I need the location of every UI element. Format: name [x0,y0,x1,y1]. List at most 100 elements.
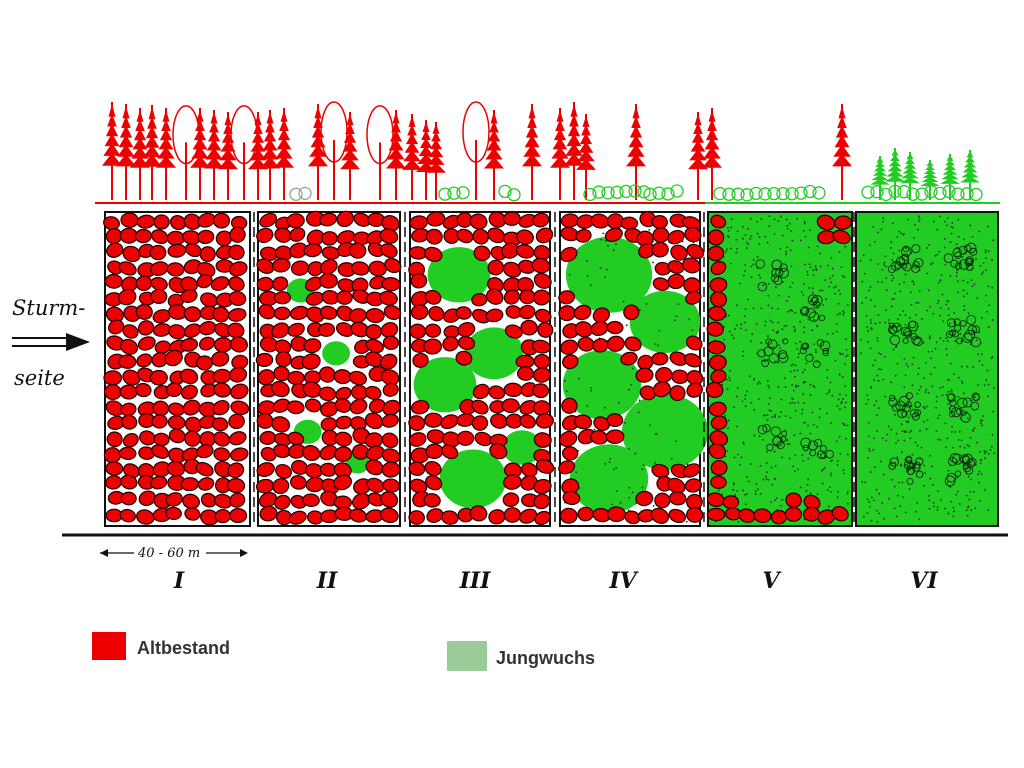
stipple-dot [987,326,990,329]
stipple-dot [907,416,910,419]
stipple-dot [881,437,884,440]
stipple-dot [742,274,745,277]
young-tree-crown [964,466,974,475]
stipple-dot [801,412,803,415]
stipple-dot [843,424,846,427]
stipple-dot [780,398,783,401]
old-tree-crown [669,491,687,506]
old-tree-crown [623,304,640,321]
stipple-dot [914,441,917,444]
stipple-dot [723,325,725,328]
stipple-dot [760,218,763,220]
old-tree-crown [518,304,536,320]
stipple-dot [792,389,795,392]
tree-tier [265,120,275,133]
stipple-dot [809,300,812,303]
young-tree-crown [903,460,914,470]
old-tree-crown [515,354,535,369]
stipple-dot [788,443,791,445]
tree-tier [629,125,643,138]
stipple-dot [907,421,909,424]
bush-puff [592,185,606,199]
plan-strip-2 [255,210,402,527]
stipple-dot [877,379,880,382]
tree-tier [220,140,236,152]
stipple-dot [730,218,733,220]
stipple-dot [972,429,975,432]
stipple-dot [917,301,920,304]
stipple-dot [830,460,832,463]
stipple-dot [987,509,990,512]
young-tree-crown [765,338,773,345]
stipple-dot [754,493,757,496]
stipple-dot [839,312,841,315]
stipple-dot [894,292,896,295]
old-tree-crown [502,492,520,508]
stipple-dot [952,506,955,509]
old-tree-crown [306,306,325,323]
stipple-dot [764,235,767,238]
stipple-dot [891,259,894,261]
old-tree-crown [832,229,851,245]
old-tree-crown [409,478,428,494]
stipple-dot [831,394,834,397]
stipple-dot [779,247,782,250]
old-tree-crown [488,385,506,400]
tree-tier [429,139,443,150]
young-tree-crown [778,267,790,279]
stipple-dot [788,457,791,460]
old-tree-crown [103,370,123,386]
stipple-dot [867,447,870,450]
young-tree-crown [782,338,789,345]
stipple-dot [911,363,914,366]
young-tree-crown [911,335,921,346]
old-tree-crown [165,382,183,398]
stipple-dot [830,281,832,284]
stipple-dot [766,241,769,244]
tree-tier [902,167,918,174]
bush-puff [758,187,772,201]
conifer-tree [688,112,708,200]
stipple-dot [760,341,763,344]
old-tree-crown [639,385,656,401]
stipple-dot [829,381,832,384]
tree-tier [705,128,719,141]
stipple-dot [875,509,878,512]
stipple-dot [882,473,885,476]
stipple-dot [861,302,864,304]
tree-tier [419,137,433,148]
stipple-dot [789,370,792,373]
stipple-dot [890,428,893,431]
stipple-dot [806,483,809,486]
old-tree-crown [319,445,338,461]
stipple-dot [877,231,879,234]
old-tree-crown [259,505,278,522]
stipple-dot [945,303,948,306]
tree-tier [551,146,569,159]
old-tree-crown [380,507,399,524]
tree-tier [965,156,975,163]
stipple-dot [890,305,893,308]
old-tree-crown [136,353,153,368]
tree-tier [276,137,292,150]
old-tree-crown [710,214,727,229]
old-tree-crown [410,273,428,289]
stipple-dot [900,423,903,426]
stipple-dot [954,340,957,343]
legend-label-young: Jungwuchs [496,648,596,668]
stipple-dot [984,249,987,252]
stipple-dot [809,266,812,269]
tree-tier [195,119,205,131]
stipple-dot [873,466,876,469]
stipple-dot [812,274,815,277]
stipple-dot [844,363,846,366]
old-tree-crown [303,243,323,258]
stipple-dot [899,290,902,293]
stipple-dot [801,454,804,457]
old-tree-crown [184,430,201,447]
stipple-dot [990,357,993,360]
stipple-dot [764,360,767,363]
stipple-dot [882,220,884,223]
stipple-dot [903,232,905,235]
stipple-dot [828,391,831,393]
